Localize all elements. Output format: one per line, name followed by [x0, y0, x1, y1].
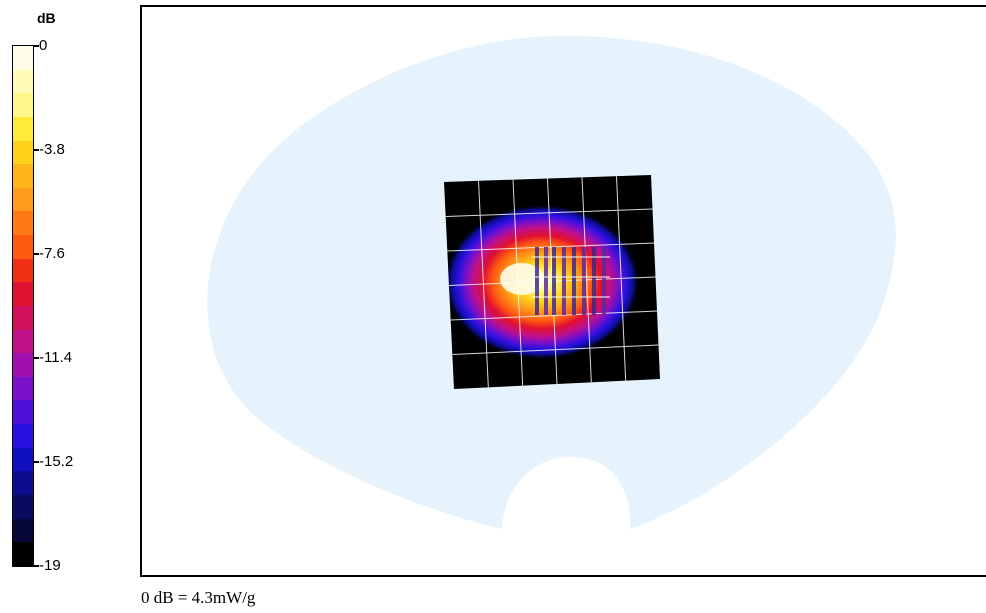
- colorbar-tick: [33, 357, 39, 359]
- zoom-scan-bar: [602, 247, 606, 315]
- zoom-scan-bar: [592, 247, 596, 315]
- colorbar-segment: [13, 471, 33, 495]
- scan-grid-line: [452, 344, 659, 355]
- colorbar-segment: [13, 46, 33, 70]
- colorbar-tick-label: -3.8: [39, 141, 65, 158]
- colorbar-segment: [13, 235, 33, 259]
- colorbar-segment: [13, 424, 33, 448]
- colorbar-tick: [33, 45, 39, 47]
- colorbar-segment: [13, 258, 33, 283]
- colorbar-tick: [33, 565, 39, 567]
- colorbar-segment: [13, 400, 33, 424]
- zoom-scan-bar: [535, 247, 539, 315]
- colorbar-segment: [13, 69, 33, 94]
- zoom-scan-region: [532, 247, 610, 315]
- colorbar-segment: [13, 542, 33, 566]
- colorbar-segment: [13, 305, 33, 330]
- colorbar-tick-label: -11.4: [39, 349, 73, 366]
- zoom-scan-bar: [562, 247, 566, 315]
- colorbar-segment: [13, 494, 33, 519]
- colorbar-segment: [13, 140, 33, 165]
- footnote: 0 dB = 4.3mW/g: [141, 588, 256, 607]
- zoom-scan-bar: [582, 247, 586, 315]
- colorbar-segment: [13, 116, 33, 141]
- colorbar-tick-label: 0: [39, 37, 48, 54]
- colorbar-segment: [13, 187, 33, 212]
- colorbar-tick-label: -15.2: [39, 453, 74, 470]
- colorbar-segment: [13, 518, 33, 543]
- colorbar-tick-label: -7.6: [39, 245, 65, 262]
- colorbar-segment: [13, 353, 33, 377]
- colorbar-segment: [13, 447, 33, 472]
- area-scan: [444, 175, 660, 389]
- colorbar-unit-label: dB: [37, 10, 56, 26]
- colorbar-segment: [13, 282, 33, 306]
- colorbar-tick: [33, 461, 39, 463]
- sar-peak: [500, 263, 544, 295]
- colorbar-segment: [13, 93, 33, 117]
- colorbar: [12, 45, 34, 567]
- colorbar-tick: [33, 253, 39, 255]
- sar-distribution-plot: [207, 35, 896, 529]
- zoom-scan-bar: [572, 247, 576, 315]
- zoom-scan-bar: [552, 247, 556, 315]
- zoom-scan-bar: [544, 247, 548, 315]
- colorbar-tick-label: -19: [39, 557, 61, 574]
- plot-area: [140, 5, 986, 577]
- colorbar-tick: [33, 149, 39, 151]
- colorbar-segment: [13, 376, 33, 401]
- colorbar-segment: [13, 164, 33, 188]
- colorbar-segment: [13, 329, 33, 354]
- colorbar-segment: [13, 211, 33, 235]
